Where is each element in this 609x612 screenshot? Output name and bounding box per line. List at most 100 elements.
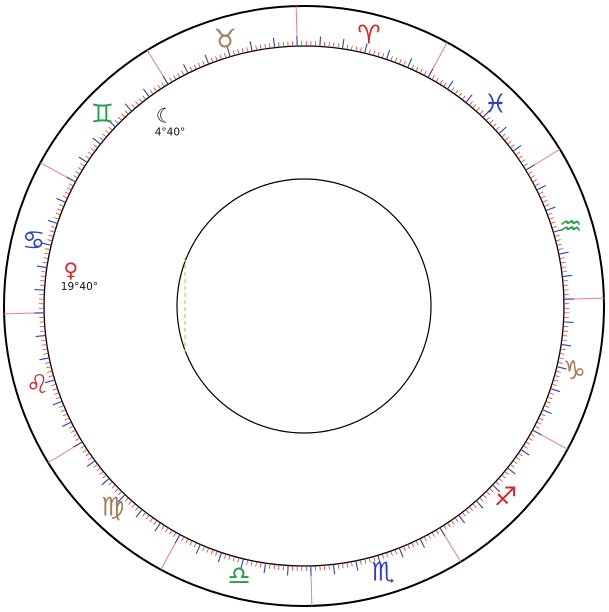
degree-tick-minor	[538, 417, 544, 421]
degree-tick-minor	[202, 546, 205, 551]
degree-tick-minor	[68, 425, 74, 429]
degree-tick-minor	[169, 77, 173, 83]
degree-tick-minor	[198, 62, 201, 68]
degree-tick-minor	[90, 148, 96, 152]
degree-tick-minor	[153, 520, 158, 525]
degree-tick-major	[240, 558, 244, 569]
degree-tick-minor	[269, 43, 271, 49]
degree-tick-minor	[259, 562, 262, 568]
degree-tick-minor	[142, 512, 146, 517]
degree-tick-minor	[558, 357, 564, 360]
degree-tick-major	[553, 228, 564, 233]
taurus-icon: ♉	[213, 24, 236, 54]
degree-tick-minor	[246, 559, 249, 565]
degree-tick-minor	[498, 478, 503, 482]
degree-tick-major	[35, 334, 46, 338]
degree-tick-minor	[527, 437, 533, 441]
degree-tick-major	[419, 538, 425, 548]
degree-tick-minor	[342, 563, 344, 569]
degree-tick-minor	[411, 64, 415, 70]
inner-circle	[176, 178, 432, 434]
degree-tick-minor	[59, 204, 64, 207]
degree-tick-major	[407, 58, 413, 68]
degree-tick-minor	[80, 163, 85, 167]
degree-tick-minor	[118, 116, 123, 121]
degree-tick-minor	[554, 375, 560, 378]
degree-tick-major	[41, 242, 52, 246]
degree-tick-minor	[439, 79, 443, 85]
degree-tick-minor	[431, 532, 435, 537]
degree-tick-minor	[99, 471, 104, 475]
degree-tick-major	[249, 41, 253, 52]
degree-tick-minor	[210, 549, 214, 555]
degree-tick-minor	[427, 534, 431, 540]
degree-tick-minor	[515, 151, 520, 156]
degree-tick-minor	[462, 512, 466, 517]
degree-tick-minor	[532, 179, 538, 183]
degree-tick-minor	[390, 56, 393, 62]
aries-icon: ♈	[357, 21, 380, 51]
degree-tick-minor	[423, 536, 427, 542]
degree-tick-minor	[40, 275, 46, 277]
degree-tick-minor	[273, 564, 275, 570]
degree-tick-minor	[544, 204, 549, 207]
degree-tick-major	[195, 544, 201, 554]
sagittarius-icon: ♐	[494, 482, 517, 512]
degree-tick-minor	[52, 388, 58, 391]
degree-tick-major	[226, 46, 231, 57]
scorpio-icon: ♏	[371, 558, 394, 588]
degree-tick-minor	[545, 400, 551, 404]
degree-tick-major	[319, 36, 322, 47]
degree-tick-minor	[215, 56, 218, 62]
degree-tick-minor	[536, 421, 542, 425]
degree-tick-minor	[42, 261, 48, 264]
degree-tick-minor	[472, 104, 477, 109]
degree-tick-minor	[232, 556, 235, 562]
degree-tick-major	[217, 552, 223, 563]
degree-tick-minor	[169, 529, 173, 535]
degree-tick-minor	[551, 225, 557, 229]
degree-tick-minor	[462, 95, 466, 100]
degree-tick-minor	[454, 90, 459, 95]
degree-tick-major	[377, 555, 382, 566]
degree-tick-minor	[465, 509, 470, 514]
degree-tick-minor	[394, 549, 398, 555]
degree-tick-minor	[443, 525, 447, 530]
degree-tick-minor	[62, 195, 68, 199]
moon-icon: ☾	[156, 103, 174, 127]
degree-tick-major	[56, 197, 66, 203]
degree-tick-major	[507, 467, 516, 475]
degree-tick-minor	[415, 66, 419, 72]
degree-tick-minor	[77, 167, 83, 171]
degree-tick-minor	[43, 353, 49, 355]
degree-tick-major	[36, 265, 47, 269]
degree-tick-minor	[544, 405, 549, 408]
degree-tick-minor	[469, 506, 473, 511]
cancer-icon: ♋	[22, 226, 45, 256]
degree-tick-minor	[46, 366, 52, 369]
degree-tick-minor	[423, 70, 427, 76]
degree-tick-major	[536, 185, 546, 191]
degree-tick-minor	[177, 72, 181, 78]
degree-tick-major	[561, 343, 572, 347]
degree-tick-minor	[381, 553, 385, 559]
degree-tick-minor	[121, 113, 126, 118]
degree-tick-major	[78, 156, 88, 163]
degree-tick-major	[66, 176, 76, 183]
degree-tick-minor	[111, 484, 116, 489]
degree-tick-minor	[223, 553, 227, 559]
degree-tick-minor	[373, 50, 376, 56]
degree-tick-minor	[102, 474, 107, 479]
degree-tick-minor	[259, 44, 262, 50]
degree-tick-minor	[472, 503, 477, 508]
degree-tick-minor	[337, 563, 339, 569]
degree-tick-minor	[479, 497, 484, 502]
degree-tick-major	[545, 206, 556, 212]
degree-tick-minor	[538, 191, 544, 195]
degree-tick-major	[482, 109, 491, 118]
sign-dividers	[4, 6, 604, 606]
degree-tick-minor	[73, 433, 78, 437]
degree-tick-minor	[124, 497, 129, 502]
degree-tick-minor	[131, 503, 136, 508]
pisces-icon: ♓	[484, 89, 507, 119]
